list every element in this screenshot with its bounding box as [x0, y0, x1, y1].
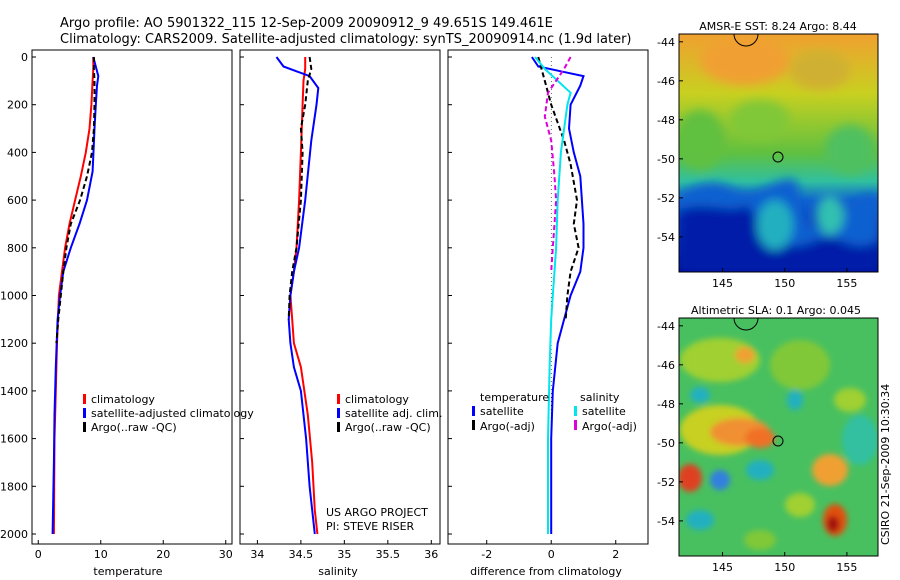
temperature-panel: [31, 49, 233, 545]
legend-temp-satellite: satellite: [480, 405, 524, 418]
difference-series-temperature-satellite: [531, 56, 585, 534]
salinity-xtick-label: 34: [250, 548, 264, 561]
legend-sal-satellite: satellite: [582, 405, 626, 418]
sla-map-frame: [678, 317, 879, 557]
sst_map-xtick-label: 145: [712, 277, 733, 290]
difference-xtick-label: 2: [612, 548, 619, 561]
depth-tick-label: 1400: [0, 385, 28, 398]
legend-heading-temperature: temperature: [480, 391, 549, 404]
salinity-plot: 34 34.5 35 35.5 36: [240, 56, 438, 561]
header-line-2: Climatology: CARS2009. Satellite-adjuste…: [60, 32, 632, 47]
sla_map-xtick-label: 150: [774, 561, 795, 574]
sla_map-ytick-label: -50: [657, 437, 675, 450]
depth-tick-label: 2000: [0, 528, 28, 541]
salinity-xtick-label: 35: [337, 548, 351, 561]
salinity-series-argo-raw-qc-: [287, 56, 313, 320]
sst-map-title: AMSR-E SST: 8.24 Argo: 8.44: [699, 20, 857, 33]
depth-tick-label: 400: [7, 146, 28, 159]
project-annotation: US ARGO PROJECT: [326, 506, 428, 519]
difference-series-temperature-argo-adj-: [537, 56, 580, 320]
sst-heatmap: [679, 34, 878, 272]
salinity-xtick-label: 36: [424, 548, 438, 561]
legend-argo-sal: Argo(..raw -QC): [345, 421, 431, 434]
temperature-xtick-label: 10: [94, 548, 108, 561]
sst_map-ytick-label: -52: [657, 192, 675, 205]
depth-tick-label: 800: [7, 242, 28, 255]
depth-tick-label: 1600: [0, 433, 28, 446]
salinity-xtick-label: 34.5: [289, 548, 314, 561]
legend-argo: Argo(..raw -QC): [91, 421, 177, 434]
sla_map-xtick-label: 155: [836, 561, 857, 574]
legend-satellite-adjusted: satellite-adjusted climatology: [91, 407, 254, 420]
temperature-plot: 0 10 20 30 0 200 400 600 800 1000 1200 1400 1600 1800…: [0, 51, 233, 561]
temperature-series-argo-raw-qc-: [55, 57, 96, 344]
sst-map-frame: [678, 33, 879, 273]
salinity-panel: [239, 49, 441, 545]
sla-argo-marker: [772, 435, 784, 447]
legend-climatology-sal: climatology: [345, 393, 409, 406]
sst_map-ytick-label: -48: [657, 114, 675, 127]
salinity-axis-label: salinity: [318, 565, 358, 578]
temperature-legend: climatology satellite-adjusted climatolo…: [83, 393, 254, 434]
depth-tick-label: 1000: [0, 290, 28, 303]
sla_map-ytick-label: -46: [657, 359, 675, 372]
sst-argo-marker: [772, 151, 784, 163]
legend-satellite-sal: satellite adj. clim.: [345, 407, 442, 420]
legend-heading-salinity: salinity: [580, 391, 620, 404]
depth-tick-label: 1800: [0, 480, 28, 493]
sla-heatmap: [679, 318, 878, 556]
sst_map-ytick-label: -46: [657, 75, 675, 88]
difference-xtick-label: -2: [481, 548, 492, 561]
sla_map-ytick-label: -44: [657, 320, 675, 333]
sst_map-xtick-label: 150: [774, 277, 795, 290]
sst_map-xtick-label: 155: [836, 277, 857, 290]
pi-annotation: PI: STEVE RISER: [326, 520, 415, 533]
sla-edge-marker: [733, 317, 759, 331]
csiro-stamp: CSIRO 21-Sep-2009 10:30:34: [879, 384, 892, 545]
salinity-legend: climatology satellite adj. clim. Argo(..…: [337, 393, 442, 434]
sst_map-ytick-label: -50: [657, 153, 675, 166]
salinity-xtick-label: 35.5: [376, 548, 401, 561]
header-line-1: Argo profile: AO 5901322_115 12-Sep-2009…: [60, 16, 553, 31]
depth-tick-label: 1200: [0, 337, 28, 350]
sla_map-ytick-label: -52: [657, 476, 675, 489]
temperature-axis-label: temperature: [93, 565, 162, 578]
temperature-xtick-label: 20: [156, 548, 170, 561]
sla-map-title: Altimetric SLA: 0.1 Argo: 0.045: [691, 304, 861, 317]
sst_map-ytick-label: -44: [657, 36, 675, 49]
depth-tick-label: 600: [7, 194, 28, 207]
legend-climatology: climatology: [91, 393, 155, 406]
difference-plot: -2 0 2: [448, 56, 619, 561]
legend-sal-argo: Argo(-adj): [582, 420, 637, 433]
sla_map-ytick-label: -48: [657, 398, 675, 411]
difference-xtick-label: 0: [548, 548, 555, 561]
sla_map-ytick-label: -54: [657, 515, 675, 528]
temperature-series-satellite-adjusted-climatology: [51, 56, 100, 535]
sst-edge-marker: [733, 33, 759, 47]
depth-tick-label: 0: [21, 51, 28, 64]
temperature-xtick-label: 0: [35, 548, 42, 561]
difference-series-salinity-argo-adj-: [543, 56, 572, 272]
difference-legend: temperature satellite Argo(-adj) salinit…: [472, 391, 637, 433]
depth-tick-label: 200: [7, 99, 28, 112]
difference-series-salinity-satellite: [534, 56, 572, 534]
difference-axis-label: difference from climatology: [470, 565, 622, 578]
sst_map-ytick-label: -54: [657, 231, 675, 244]
legend-temp-argo: Argo(-adj): [480, 420, 535, 433]
sla_map-xtick-label: 145: [712, 561, 733, 574]
temperature-xtick-label: 30: [219, 548, 233, 561]
